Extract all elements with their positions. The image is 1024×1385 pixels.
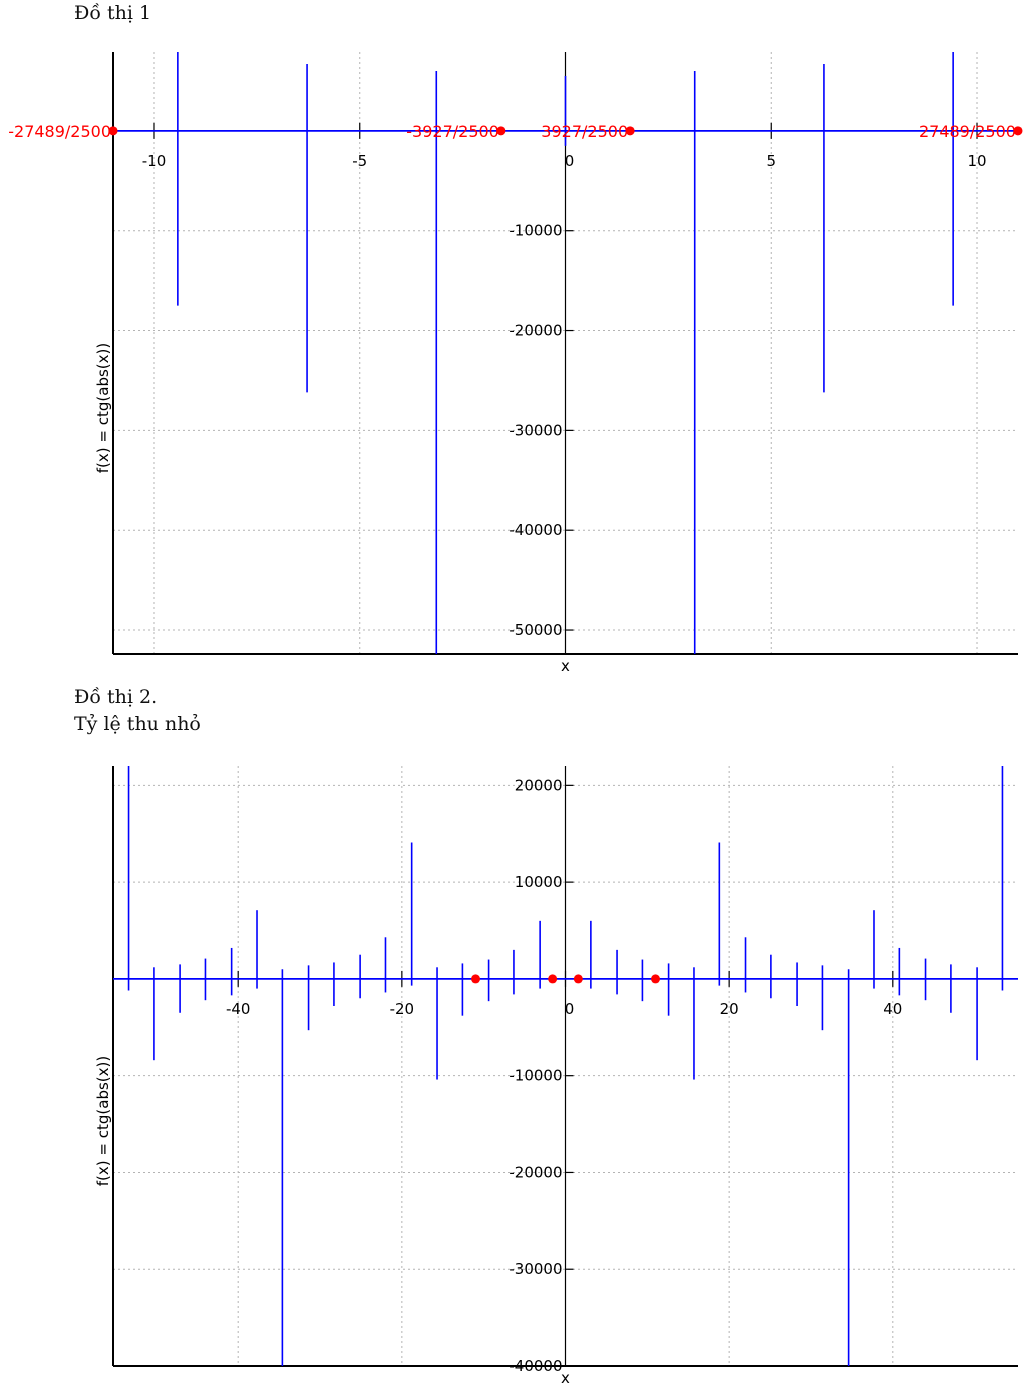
x-tick-label: 40 bbox=[883, 1000, 902, 1018]
y-tick-label: -20000 bbox=[509, 1163, 562, 1181]
y-tick-label: -50000 bbox=[509, 621, 562, 639]
marked-point bbox=[470, 974, 480, 984]
chart-2: -40 -20 0 20 40 20000 10000 -10000 -20000 -30000 -… bbox=[94, 766, 1018, 1385]
y-tick-label: -30000 bbox=[509, 1260, 562, 1278]
marked-point bbox=[548, 974, 558, 984]
y-axis-title: f(x) = ctg(abs(x)) bbox=[94, 1056, 112, 1186]
marked-point bbox=[1013, 126, 1023, 136]
x-tick-label: 5 bbox=[766, 152, 776, 170]
marked-point bbox=[496, 126, 506, 136]
x-tick-label: 0 bbox=[565, 1000, 575, 1018]
x-tick-label: 0 bbox=[565, 152, 575, 170]
x-axis-title: x bbox=[561, 1369, 570, 1385]
y-tick-label: -10000 bbox=[509, 222, 562, 240]
y-tick-label: 10000 bbox=[515, 873, 563, 891]
y-axis-title: f(x) = ctg(abs(x)) bbox=[94, 343, 112, 473]
marked-point-label: 27489/2500 bbox=[919, 122, 1016, 141]
chart-1: -10 -5 0 5 10 -10000 -20000 -30000 -40000 -50000 x… bbox=[8, 52, 1023, 675]
marked-point bbox=[573, 974, 583, 984]
marked-point bbox=[108, 126, 118, 136]
chart-2-caption-line: Đồ thị 2. bbox=[74, 686, 158, 708]
x-tick-label: 20 bbox=[720, 1000, 739, 1018]
chart-1-caption-line: Đồ thị 1 bbox=[74, 2, 152, 24]
marked-point-label: -3927/2500 bbox=[406, 122, 499, 141]
chart-2-caption-line: Tỷ lệ thu nhỏ bbox=[74, 713, 201, 735]
x-tick-label: -20 bbox=[390, 1000, 415, 1018]
marked-point-label: -27489/2500 bbox=[8, 122, 111, 141]
chart-2-caption: Đồ thị 2. Tỷ lệ thu nhỏ bbox=[74, 684, 201, 738]
y-tick-label: -30000 bbox=[509, 421, 562, 439]
x-axis-title: x bbox=[561, 657, 570, 675]
y-tick-label: -40000 bbox=[509, 1357, 562, 1375]
y-tick-label: -10000 bbox=[509, 1067, 562, 1085]
marked-point-label: 3927/2500 bbox=[541, 122, 628, 141]
y-tick-label: 20000 bbox=[515, 776, 563, 794]
marked-point bbox=[651, 974, 661, 984]
marked-point bbox=[625, 126, 635, 136]
y-tick-label: -20000 bbox=[509, 322, 562, 340]
y-tick-label: -40000 bbox=[509, 521, 562, 539]
x-tick-label: 10 bbox=[967, 152, 986, 170]
x-tick-label: -40 bbox=[226, 1000, 251, 1018]
x-tick-label: -5 bbox=[352, 152, 367, 170]
x-tick-label: -10 bbox=[142, 152, 167, 170]
chart-1-caption: Đồ thị 1 bbox=[74, 0, 151, 27]
